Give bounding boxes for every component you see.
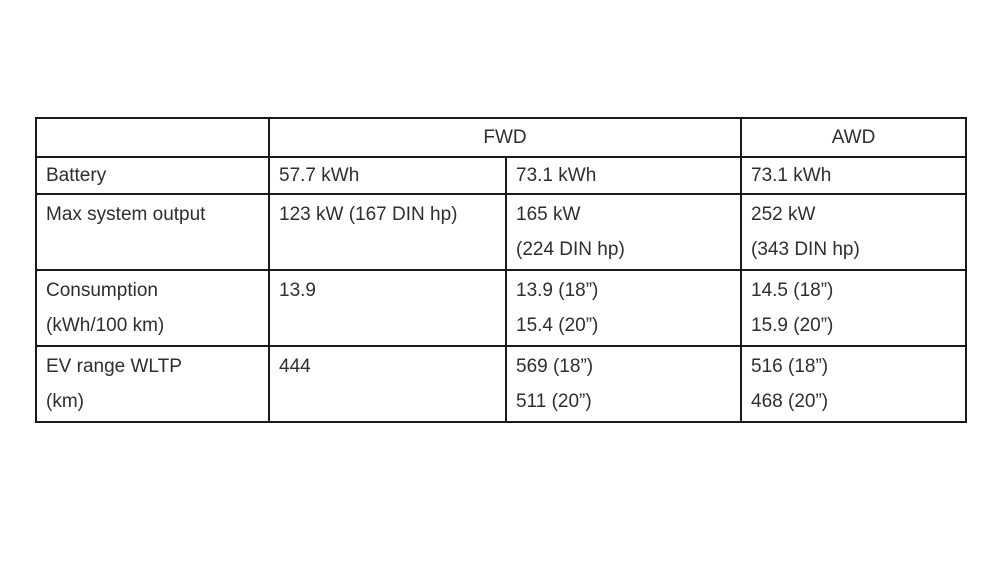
header-fwd-label: FWD <box>483 127 527 148</box>
header-fwd-cell: FWD <box>267 117 743 158</box>
table-header-row: FWD AWD <box>35 117 968 158</box>
cell-output-fwd-small: 123 kW (167 DIN hp) <box>268 193 507 271</box>
cell-range-fwd-small: 444 <box>268 345 507 423</box>
cell-consumption-awd: 14.5 (18”) 15.9 (20”) <box>740 269 968 347</box>
table-row-max-system-output: Max system output 123 kW (167 DIN hp) 16… <box>35 193 968 271</box>
row-label-battery: Battery <box>35 156 270 195</box>
header-empty-cell <box>35 117 270 158</box>
row-label-ev-range: EV range WLTP (km) <box>35 345 270 423</box>
table-row-consumption: Consumption (kWh/100 km) 13.9 13.9 (18”)… <box>35 269 968 347</box>
ev-spec-table: FWD AWD Battery 57.7 kWh 73.1 kWh 73.1 k… <box>35 117 968 423</box>
cell-battery-awd: 73.1 kWh <box>740 156 968 195</box>
table-row-battery: Battery 57.7 kWh 73.1 kWh 73.1 kWh <box>35 156 968 195</box>
table-row-ev-range: EV range WLTP (km) 444 569 (18”) 511 (20… <box>35 345 968 423</box>
cell-range-awd: 516 (18”) 468 (20”) <box>740 345 968 423</box>
header-awd-label: AWD <box>831 127 876 148</box>
cell-output-awd: 252 kW (343 DIN hp) <box>740 193 968 271</box>
cell-range-fwd-large: 569 (18”) 511 (20”) <box>504 345 743 423</box>
row-label-consumption: Consumption (kWh/100 km) <box>35 269 270 347</box>
cell-consumption-fwd-large: 13.9 (18”) 15.4 (20”) <box>504 269 743 347</box>
cell-consumption-fwd-small: 13.9 <box>268 269 507 347</box>
cell-battery-fwd-large: 73.1 kWh <box>504 156 743 195</box>
row-label-max-system-output: Max system output <box>35 193 270 271</box>
header-awd-cell: AWD <box>740 117 968 158</box>
cell-output-fwd-large: 165 kW (224 DIN hp) <box>504 193 743 271</box>
cell-battery-fwd-small: 57.7 kWh <box>268 156 507 195</box>
